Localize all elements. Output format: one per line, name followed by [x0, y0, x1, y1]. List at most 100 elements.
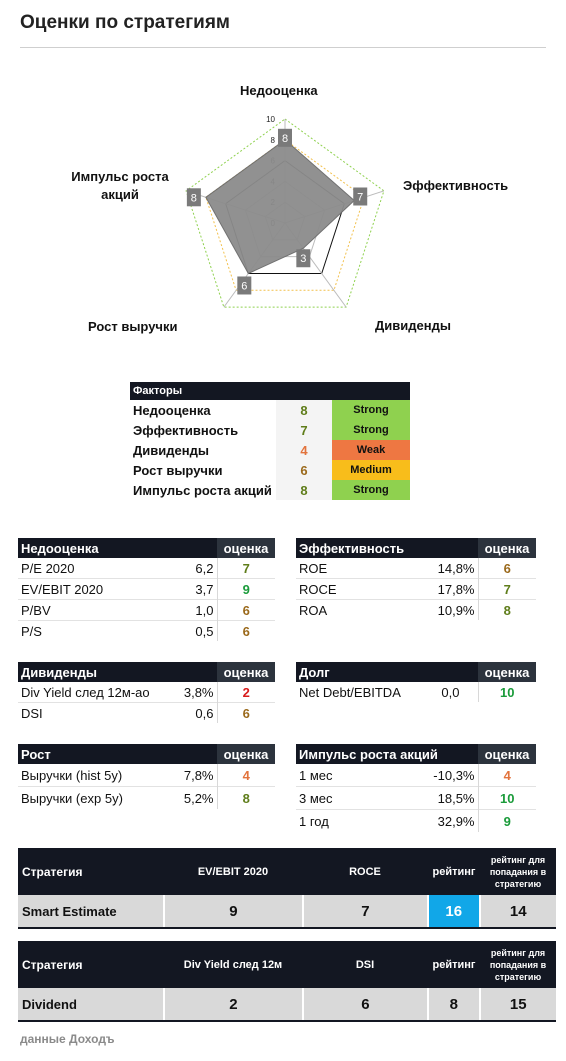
growth-title: Рост	[18, 744, 217, 764]
threshold-value: 15	[480, 988, 556, 1020]
metric-name: 3 мес	[299, 790, 333, 806]
radar-label-momentum: Импульс роста акций	[71, 169, 169, 202]
radar-value-label: 7	[357, 192, 363, 204]
table-row: 1 год 32,9% 9	[296, 809, 536, 832]
radar-value-badge	[237, 276, 252, 295]
metric-name: P/S	[21, 623, 42, 639]
metric-name: 1 мес	[299, 767, 333, 783]
debt-table: Долг оценка Net Debt/EBITDA 0,0 10	[296, 662, 536, 702]
factor-grade: Medium	[332, 460, 410, 480]
radar-value-badge	[186, 188, 201, 207]
score-header: оценка	[478, 744, 536, 764]
radar-grid-ring	[205, 139, 365, 291]
radar-label-efficiency: Эффективность	[403, 178, 509, 193]
metric-score: 4	[477, 764, 536, 787]
metric-value: 3,7	[195, 581, 214, 597]
threshold-col-header: рейтинг для попадания в стратегию	[489, 947, 547, 982]
score-header: оценка	[217, 744, 275, 764]
table-row: 3 мес 18,5% 10	[296, 786, 536, 810]
radar-value-badges: 8 7 3 6 8	[186, 128, 368, 295]
rating-value: 8	[428, 988, 479, 1020]
factor-grade: Strong	[332, 400, 410, 420]
factor-grade: Weak	[332, 440, 410, 460]
dividends-title: Дивиденды	[18, 662, 217, 682]
metric-name: P/BV	[21, 602, 51, 618]
metric-name: ROA	[299, 602, 328, 618]
metric-value: 0,6	[195, 705, 214, 721]
threshold-col-header: рейтинг для попадания в стратегию	[489, 854, 547, 889]
metric-score: 6	[477, 558, 536, 579]
metric-value: 5,2%	[183, 790, 214, 806]
table-row: ROCE 17,8% 7	[296, 578, 536, 600]
rating-col-header: рейтинг	[432, 865, 476, 878]
table-row: Net Debt/EBITDA 0,0 10	[296, 682, 536, 702]
strategy-col-header: Стратегия	[22, 864, 83, 879]
metric1-col-header: EV/EBIT 2020	[197, 865, 269, 878]
table-row: EV/EBIT 2020 3,7 9	[18, 578, 275, 600]
table-row: Выручки (hist 5y) 7,8% 4	[18, 764, 275, 787]
factor-row-2: Дивиденды 4 Weak	[130, 440, 410, 460]
strategy-header: Стратегия Div Yield след 12м DSI рейтинг…	[18, 941, 556, 988]
score-header: оценка	[217, 538, 275, 558]
metric2-value: 7	[303, 895, 427, 927]
table-row: DSI 0,6 6	[18, 702, 275, 723]
strategy-smart-estimate: Стратегия EV/EBIT 2020 ROCE рейтинг рейт…	[18, 848, 556, 929]
momentum-table: Импульс роста акций оценка 1 мес -10,3% 4 3…	[296, 744, 536, 832]
table-row: ROE 14,8% 6	[296, 558, 536, 579]
factor-score: 7	[276, 420, 332, 440]
factor-score: 4	[276, 440, 332, 460]
metric-score: 9	[477, 809, 536, 832]
metric-value: 14,8%	[437, 560, 475, 576]
page-title: Оценки по стратегиям	[20, 12, 230, 33]
factor-grade: Strong	[332, 420, 410, 440]
metric-name: 1 год	[299, 813, 329, 829]
metric-name: Выручки (exp 5y)	[21, 790, 123, 806]
radar-label-revenue-growth: Рост выручки	[88, 319, 178, 334]
metric1-value: 2	[164, 988, 302, 1020]
factor-score: 8	[276, 400, 332, 420]
efficiency-title: Эффективность	[296, 538, 478, 558]
metric-score: 7	[216, 558, 275, 579]
radar-value-label: 8	[282, 133, 288, 145]
metric-value: 0,5	[195, 623, 214, 639]
metric-score: 6	[216, 620, 275, 641]
factors-table: Факторы Недооценка 8 Strong Эффективност…	[130, 382, 410, 500]
data-source-footer: данные Доходъ	[20, 1032, 115, 1046]
undervalue-table: Недооценка оценка P/E 2020 6,2 7 EV/EBIT 20…	[18, 538, 275, 641]
metric2-col-header: DSI	[355, 958, 375, 971]
factor-row-1: Эффективность 7 Strong	[130, 420, 410, 440]
metric-name: DSI	[21, 705, 43, 721]
title-divider	[20, 47, 546, 48]
radar-value-label: 3	[300, 253, 306, 265]
factor-name: Дивиденды	[133, 442, 209, 458]
strategy-row: Dividend 2 6 8 15	[18, 988, 556, 1022]
metric-value: 1,0	[195, 602, 214, 618]
table-row: Div Yield след 12м-ао 3,8% 2	[18, 682, 275, 703]
metric-score: 7	[477, 578, 536, 600]
metric2-col-header: ROCE	[349, 865, 381, 878]
metric-value: 3,8%	[183, 684, 214, 700]
strategy-name: Smart Estimate	[18, 895, 163, 927]
factor-row-0: Недооценка 8 Strong	[130, 400, 410, 420]
rating-value: 16	[428, 895, 479, 927]
factor-name: Рост выручки	[133, 462, 223, 478]
metric-value: 10,9%	[437, 602, 475, 618]
radar-area	[205, 139, 355, 275]
radar-value-badge	[353, 187, 368, 206]
metric-name: Выручки (hist 5y)	[21, 767, 123, 783]
strategy-header: Стратегия EV/EBIT 2020 ROCE рейтинг рейт…	[18, 848, 556, 895]
radar-label-undervalue: Недооценка	[240, 83, 318, 98]
factor-name: Импульс роста акций	[133, 482, 272, 498]
table-row: P/S 0,5 6	[18, 620, 275, 641]
factor-score: 8	[276, 480, 332, 500]
radar-value-badge	[278, 128, 292, 147]
metric-score: 6	[216, 702, 275, 723]
factor-name: Недооценка	[133, 402, 211, 418]
metric-name: EV/EBIT 2020	[21, 581, 104, 597]
metric-name: Div Yield след 12м-ао	[21, 684, 150, 700]
metric-score: 10	[477, 682, 536, 702]
metric-score: 8	[477, 599, 536, 620]
table-row: 1 мес -10,3% 4	[296, 764, 536, 787]
radar-value-badge	[296, 249, 311, 268]
strategy-dividend: Стратегия Div Yield след 12м DSI рейтинг…	[18, 941, 556, 1022]
